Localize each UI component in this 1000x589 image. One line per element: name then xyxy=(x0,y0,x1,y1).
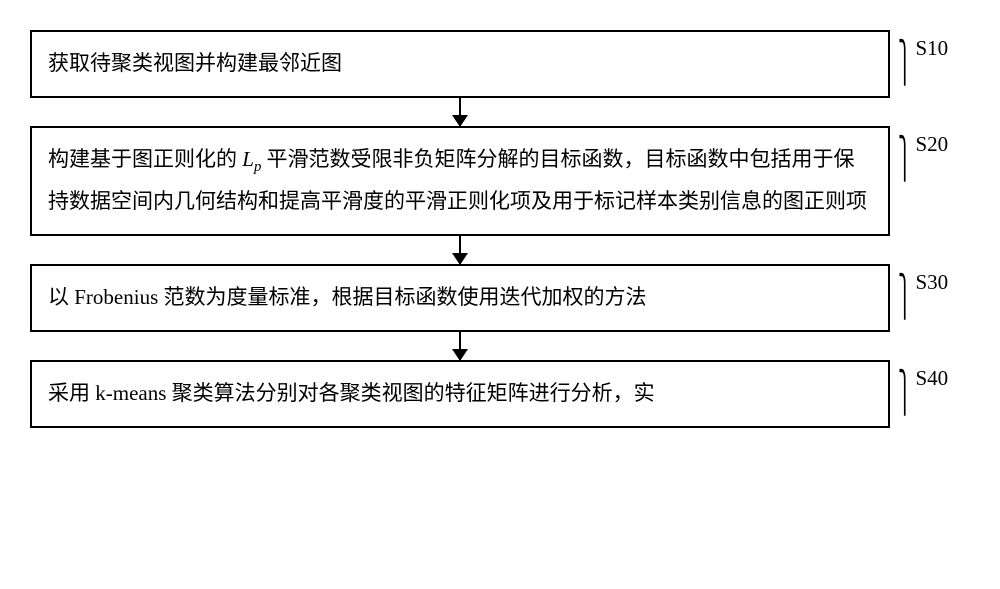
brace-icon: ⎫ xyxy=(898,370,912,416)
latin-text: Frobenius xyxy=(74,285,158,309)
brace-icon: ⎫ xyxy=(898,40,912,86)
arrow xyxy=(459,98,461,126)
step-box: 构建基于图正则化的 Lp 平滑范数受限非负矩阵分解的目标函数，目标函数中包括用于… xyxy=(30,126,890,236)
step-s20: 构建基于图正则化的 Lp 平滑范数受限非负矩阵分解的目标函数，目标函数中包括用于… xyxy=(30,126,890,236)
step-label: ⎫ S40 xyxy=(898,366,948,391)
step-label: ⎫ S30 xyxy=(898,270,948,295)
step-s30: 以 Frobenius 范数为度量标准，根据目标函数使用迭代加权的方法 ⎫ S3… xyxy=(30,264,890,332)
step-label: ⎫ S10 xyxy=(898,36,948,61)
step-text: 获取待聚类视图并构建最邻近图 xyxy=(48,51,342,75)
step-label: ⎫ S20 xyxy=(898,132,948,157)
step-box: 以 Frobenius 范数为度量标准，根据目标函数使用迭代加权的方法 xyxy=(30,264,890,332)
arrow xyxy=(459,332,461,360)
brace-icon: ⎫ xyxy=(898,274,912,320)
step-s40: 采用 k-means 聚类算法分别对各聚类视图的特征矩阵进行分析，实 ⎫ S40 xyxy=(30,360,890,428)
subscript-text: p xyxy=(254,159,261,175)
brace-icon: ⎫ xyxy=(898,136,912,182)
step-s10: 获取待聚类视图并构建最邻近图 ⎫ S10 xyxy=(30,30,890,98)
italic-text: L xyxy=(242,147,254,171)
step-box: 采用 k-means 聚类算法分别对各聚类视图的特征矩阵进行分析，实 xyxy=(30,360,890,428)
step-box: 获取待聚类视图并构建最邻近图 xyxy=(30,30,890,98)
latin-text: k-means xyxy=(95,381,166,405)
flowchart: 获取待聚类视图并构建最邻近图 ⎫ S10 构建基于图正则化的 Lp 平滑范数受限… xyxy=(30,30,890,428)
arrow xyxy=(459,236,461,264)
